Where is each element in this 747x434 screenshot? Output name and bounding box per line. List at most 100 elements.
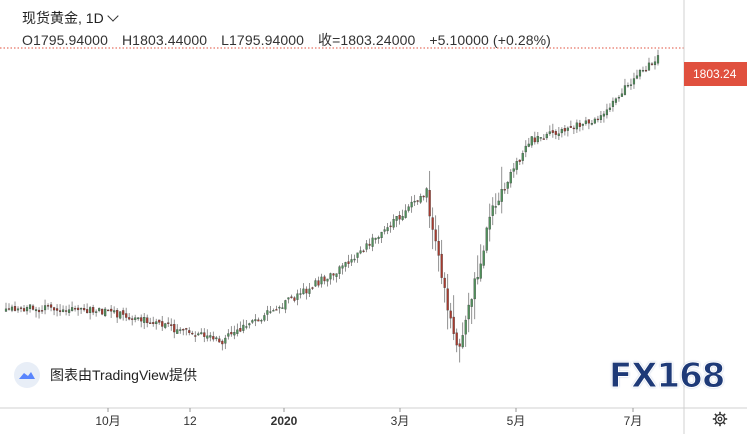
candle-body bbox=[131, 318, 134, 320]
candle-body bbox=[518, 159, 521, 162]
candle-body bbox=[317, 280, 320, 286]
candle-body bbox=[158, 319, 161, 323]
candle-body bbox=[116, 310, 119, 318]
candle-body bbox=[455, 332, 458, 346]
candle-body bbox=[425, 188, 428, 198]
candle-body bbox=[470, 299, 473, 307]
candle-body bbox=[80, 308, 83, 310]
candle-body bbox=[584, 120, 587, 124]
candle-body bbox=[52, 307, 56, 311]
candle-body bbox=[22, 308, 26, 312]
candle-body bbox=[581, 123, 584, 126]
candle-body bbox=[626, 85, 630, 87]
candle-body bbox=[107, 309, 110, 312]
candle-body bbox=[647, 62, 651, 71]
candle-body bbox=[362, 250, 365, 253]
candle-body bbox=[554, 131, 557, 135]
candle-body bbox=[62, 309, 65, 312]
candle-body bbox=[308, 288, 311, 294]
candle-body bbox=[632, 78, 636, 85]
candle-body bbox=[305, 288, 308, 294]
candle-body bbox=[497, 200, 500, 205]
candle-body bbox=[356, 252, 359, 258]
candle-body bbox=[230, 331, 233, 335]
candle-body bbox=[188, 330, 191, 333]
candle-body bbox=[197, 333, 200, 336]
candle-body bbox=[656, 55, 660, 64]
chart-title[interactable]: 现货黄金, 1D bbox=[22, 8, 119, 28]
candle-body bbox=[569, 126, 572, 128]
candle-body bbox=[266, 310, 269, 315]
tradingview-cloud-icon bbox=[14, 362, 40, 388]
time-axis: 10月 12 2020 3月 5月 7月 bbox=[95, 408, 642, 428]
high-value: H1803.44000 bbox=[121, 32, 208, 48]
candle-body bbox=[341, 265, 344, 269]
candle-body bbox=[353, 258, 356, 261]
candle-body bbox=[386, 227, 389, 232]
candle-body bbox=[281, 307, 284, 309]
candle-body bbox=[449, 310, 452, 319]
candle-body bbox=[248, 323, 251, 326]
candle-body bbox=[4, 308, 8, 312]
gear-icon[interactable] bbox=[712, 411, 728, 427]
candle-body bbox=[593, 118, 596, 124]
candle-body bbox=[155, 321, 158, 325]
candle-body bbox=[221, 340, 224, 345]
candle-body bbox=[404, 210, 407, 218]
candle-body bbox=[407, 206, 410, 211]
candle-body bbox=[491, 205, 494, 216]
candle-body bbox=[293, 297, 296, 301]
candle-body bbox=[629, 84, 633, 86]
candle-body bbox=[77, 307, 80, 311]
candle-body bbox=[209, 335, 212, 338]
candle-body bbox=[203, 332, 206, 337]
candle-body bbox=[530, 136, 533, 146]
candle-body bbox=[320, 276, 323, 285]
candle-body bbox=[536, 136, 539, 143]
candle-body bbox=[605, 109, 609, 116]
candle-body bbox=[272, 310, 275, 312]
candle-body bbox=[431, 217, 434, 230]
candle-body bbox=[515, 161, 518, 170]
candle-body bbox=[179, 329, 182, 331]
candle-body bbox=[34, 309, 38, 312]
candle-body bbox=[40, 310, 44, 312]
candle-body bbox=[377, 237, 380, 239]
candle-body bbox=[314, 280, 317, 287]
candle-body bbox=[95, 311, 98, 313]
candle-body bbox=[638, 70, 642, 77]
candle-body bbox=[194, 335, 197, 337]
candle-body bbox=[149, 322, 152, 324]
candle-body bbox=[59, 310, 62, 312]
candle-body bbox=[653, 61, 657, 66]
last-price-tag: 1803.24 bbox=[684, 62, 747, 86]
candle-body bbox=[332, 273, 335, 276]
candle-body bbox=[578, 122, 581, 127]
candle-body bbox=[254, 319, 257, 322]
candle-body bbox=[437, 240, 440, 256]
chevron-down-icon[interactable] bbox=[107, 10, 119, 22]
candle-body bbox=[359, 250, 362, 254]
candle-body bbox=[614, 98, 618, 103]
candle-body bbox=[392, 219, 395, 228]
candle-body bbox=[347, 261, 350, 264]
candle-body bbox=[563, 128, 566, 132]
candle-body bbox=[599, 115, 602, 121]
x-tick-label: 3月 bbox=[391, 414, 410, 428]
candle-body bbox=[71, 307, 74, 311]
candle-body bbox=[233, 332, 236, 336]
candle-body bbox=[185, 328, 188, 330]
candle-body bbox=[572, 127, 575, 130]
tradingview-watermark[interactable]: 图表由TradingView提供 bbox=[14, 362, 197, 388]
candle-body bbox=[275, 309, 278, 311]
candle-body bbox=[278, 306, 281, 309]
candle-body bbox=[176, 329, 179, 334]
candle-body bbox=[55, 308, 59, 311]
candle-body bbox=[611, 100, 615, 107]
candle-body bbox=[227, 333, 230, 337]
candle-body bbox=[137, 317, 140, 320]
symbol-title: 现货黄金, 1D bbox=[22, 10, 104, 26]
candle-body bbox=[245, 326, 248, 328]
candle-body bbox=[296, 293, 299, 300]
